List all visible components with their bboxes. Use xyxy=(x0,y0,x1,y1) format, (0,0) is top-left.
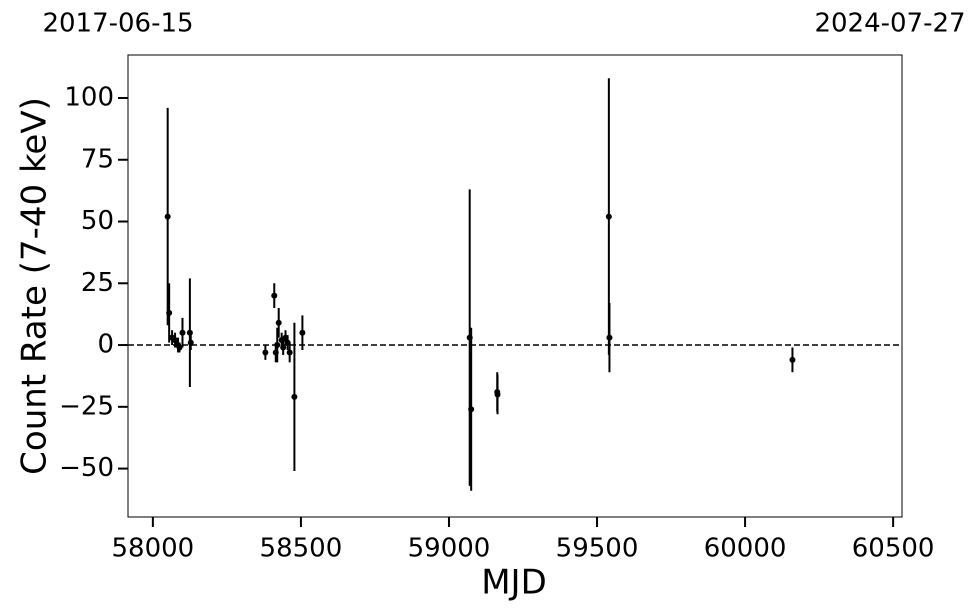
y-tick-label: 50 xyxy=(81,206,114,236)
data-point xyxy=(291,393,298,400)
plot-frame xyxy=(127,54,903,518)
x-tick-label: 59000 xyxy=(408,534,491,564)
y-tick-label: −25 xyxy=(59,391,114,421)
data-point xyxy=(605,213,612,220)
y-tick-label: 0 xyxy=(97,330,114,360)
data-point xyxy=(186,329,193,336)
data-point xyxy=(789,356,796,363)
end-date: 2024-07-27 xyxy=(814,9,965,39)
data-point xyxy=(164,213,171,220)
data-point xyxy=(286,349,293,356)
data-point xyxy=(176,344,183,351)
x-tick-label: 58000 xyxy=(112,534,195,564)
y-tick-label: 75 xyxy=(81,144,114,174)
x-tick-label: 59500 xyxy=(556,534,639,564)
data-point xyxy=(299,329,306,336)
start-date: 2017-06-15 xyxy=(42,9,193,39)
x-axis-label: MJD xyxy=(481,563,547,603)
data-point xyxy=(275,319,282,326)
data-point xyxy=(274,342,281,349)
data-point xyxy=(280,344,287,351)
data-point xyxy=(468,406,475,413)
data-point xyxy=(166,309,173,316)
y-tick-label: 25 xyxy=(81,268,114,298)
y-tick-label: 100 xyxy=(64,82,114,112)
data-point xyxy=(494,391,501,398)
data-point xyxy=(606,334,613,341)
x-tick-label: 60500 xyxy=(852,534,935,564)
data-point xyxy=(187,339,194,346)
data-point xyxy=(271,292,278,299)
data-point xyxy=(172,337,179,344)
y-tick-label: −50 xyxy=(59,453,114,483)
y-axis-label: Count Rate (7-40 keV) xyxy=(15,97,55,475)
data-point xyxy=(179,329,186,336)
x-tick-label: 58500 xyxy=(260,534,343,564)
data-point xyxy=(262,349,269,356)
x-tick-label: 60000 xyxy=(704,534,787,564)
